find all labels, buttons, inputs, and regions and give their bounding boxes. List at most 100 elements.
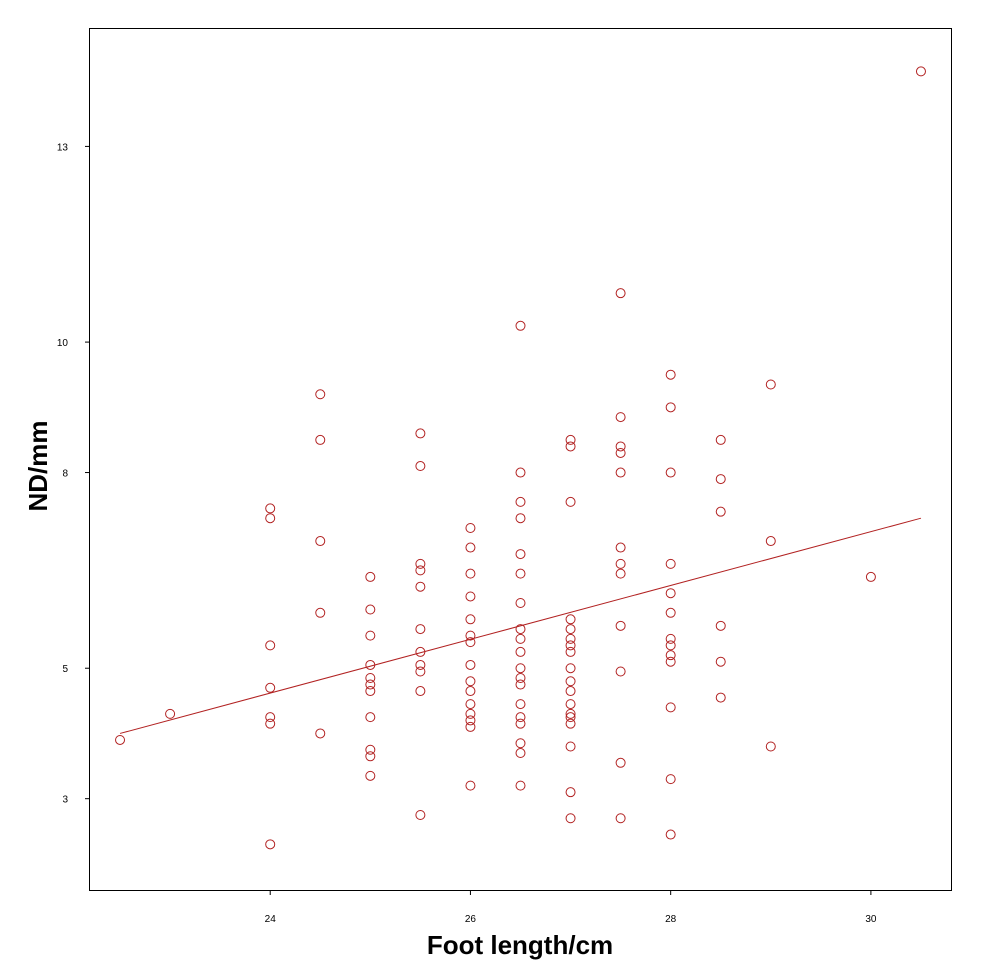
data-point: [565, 640, 576, 651]
data-point: [565, 633, 576, 644]
data-point: [415, 666, 426, 677]
data-point: [665, 640, 676, 651]
data-point: [315, 536, 326, 547]
data-point: [515, 646, 526, 657]
data-point: [865, 571, 876, 582]
data-point: [565, 712, 576, 723]
data-point: [515, 568, 526, 579]
data-point: [515, 513, 526, 524]
data-point: [365, 604, 376, 615]
data-point: [565, 646, 576, 657]
data-point: [565, 686, 576, 697]
data-point: [315, 607, 326, 618]
data-point: [615, 558, 626, 569]
data-point: [565, 787, 576, 798]
data-point: [615, 288, 626, 299]
data-point: [615, 666, 626, 677]
data-point: [665, 558, 676, 569]
data-point: [665, 369, 676, 380]
data-point: [565, 624, 576, 635]
data-point: [615, 441, 626, 452]
data-point: [365, 679, 376, 690]
data-point: [615, 813, 626, 824]
data-point: [665, 702, 676, 713]
data-point: [515, 633, 526, 644]
x-tick-label: 26: [465, 914, 477, 925]
data-point: [715, 474, 726, 485]
data-point: [515, 549, 526, 560]
data-point: [465, 522, 476, 533]
data-point: [515, 467, 526, 478]
data-point: [165, 708, 176, 719]
data-point: [265, 503, 276, 514]
data-point: [465, 614, 476, 625]
data-point: [365, 686, 376, 697]
y-tick-label: 13: [57, 142, 69, 153]
data-point: [465, 630, 476, 641]
data-point: [365, 751, 376, 762]
x-axis: 24 26 28 30: [265, 890, 877, 925]
data-point: [615, 447, 626, 458]
data-point: [115, 734, 126, 745]
data-point: [515, 673, 526, 684]
data-point: [665, 829, 676, 840]
data-point: [515, 679, 526, 690]
data-point: [315, 434, 326, 445]
data-point: [315, 389, 326, 400]
data-point: [265, 513, 276, 524]
data-point: [415, 646, 426, 657]
data-point: [415, 809, 426, 820]
data-point: [615, 467, 626, 478]
data-point: [565, 813, 576, 824]
data-point: [265, 718, 276, 729]
x-tick-label: 28: [665, 914, 677, 925]
data-point: [915, 66, 926, 77]
data-point: [515, 712, 526, 723]
y-tick-label: 5: [62, 664, 68, 675]
data-point: [415, 624, 426, 635]
data-point: [415, 686, 426, 697]
data-point: [365, 673, 376, 684]
regression-line: [119, 517, 922, 734]
data-point: [765, 536, 776, 547]
data-point: [465, 715, 476, 726]
data-point: [415, 558, 426, 569]
data-point: [515, 320, 526, 331]
data-point: [465, 699, 476, 710]
data-point: [265, 839, 276, 850]
data-point: [665, 607, 676, 618]
y-axis: 3 5 8 10 13: [57, 142, 90, 806]
data-point: [665, 467, 676, 478]
data-point: [515, 663, 526, 674]
data-point: [515, 598, 526, 608]
data-point: [365, 630, 376, 641]
data-point: [315, 728, 326, 739]
data-point: [515, 496, 526, 507]
y-tick-label: 8: [62, 469, 68, 480]
data-point: [465, 708, 476, 719]
data-point: [665, 588, 676, 599]
data-point: [415, 581, 426, 592]
data-point: [765, 379, 776, 390]
data-point: [365, 744, 376, 755]
data-point: [465, 780, 476, 791]
data-point: [615, 620, 626, 631]
data-point: [365, 571, 376, 582]
data-point: [265, 640, 276, 651]
data-point: [565, 718, 576, 729]
data-point: [465, 637, 476, 648]
data-point: [415, 428, 426, 439]
y-axis-title: ND/mm: [23, 420, 53, 511]
data-point: [465, 542, 476, 553]
data-point: [515, 748, 526, 759]
data-point: [615, 412, 626, 423]
data-point: [465, 676, 476, 687]
y-tick-label: 10: [57, 338, 69, 349]
data-point: [665, 774, 676, 785]
data-point: [715, 656, 726, 667]
plot-frame: [89, 28, 952, 891]
data-point: [565, 434, 576, 445]
y-tick-label: 3: [62, 795, 68, 806]
data-point: [415, 461, 426, 472]
